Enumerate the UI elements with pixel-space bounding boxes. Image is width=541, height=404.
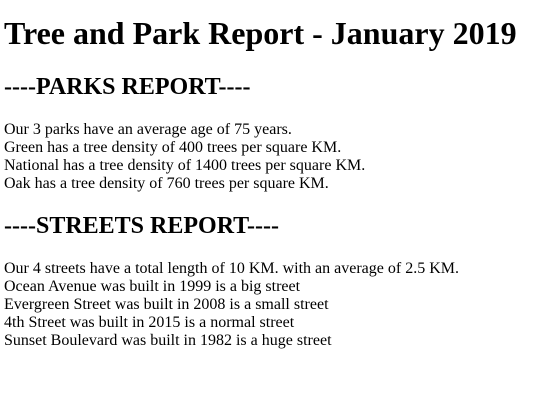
report-title: Tree and Park Report - January 2019 [4, 15, 517, 51]
parks-report-heading: ----PARKS REPORT---- [4, 74, 251, 100]
parks-report-line: Our 3 parks have an average age of 75 ye… [4, 121, 292, 138]
streets-report-line: Evergreen Street was built in 2008 is a … [4, 296, 329, 313]
parks-report-line: National has a tree density of 1400 tree… [4, 157, 366, 174]
parks-report-line: Oak has a tree density of 760 trees per … [4, 175, 329, 192]
parks-report-line: Green has a tree density of 400 trees pe… [4, 139, 342, 156]
streets-report-line: Sunset Boulevard was built in 1982 is a … [4, 332, 332, 349]
parks-report-list: Our 3 parks have an average age of 75 ye… [4, 121, 365, 193]
streets-report-line: Ocean Avenue was built in 1999 is a big … [4, 278, 301, 295]
streets-report-list: Our 4 streets have a total length of 10 … [4, 260, 459, 350]
streets-report-line: Our 4 streets have a total length of 10 … [4, 260, 459, 277]
streets-report-heading: ----STREETS REPORT---- [4, 213, 279, 239]
streets-report-line: 4th Street was built in 2015 is a normal… [4, 314, 295, 331]
